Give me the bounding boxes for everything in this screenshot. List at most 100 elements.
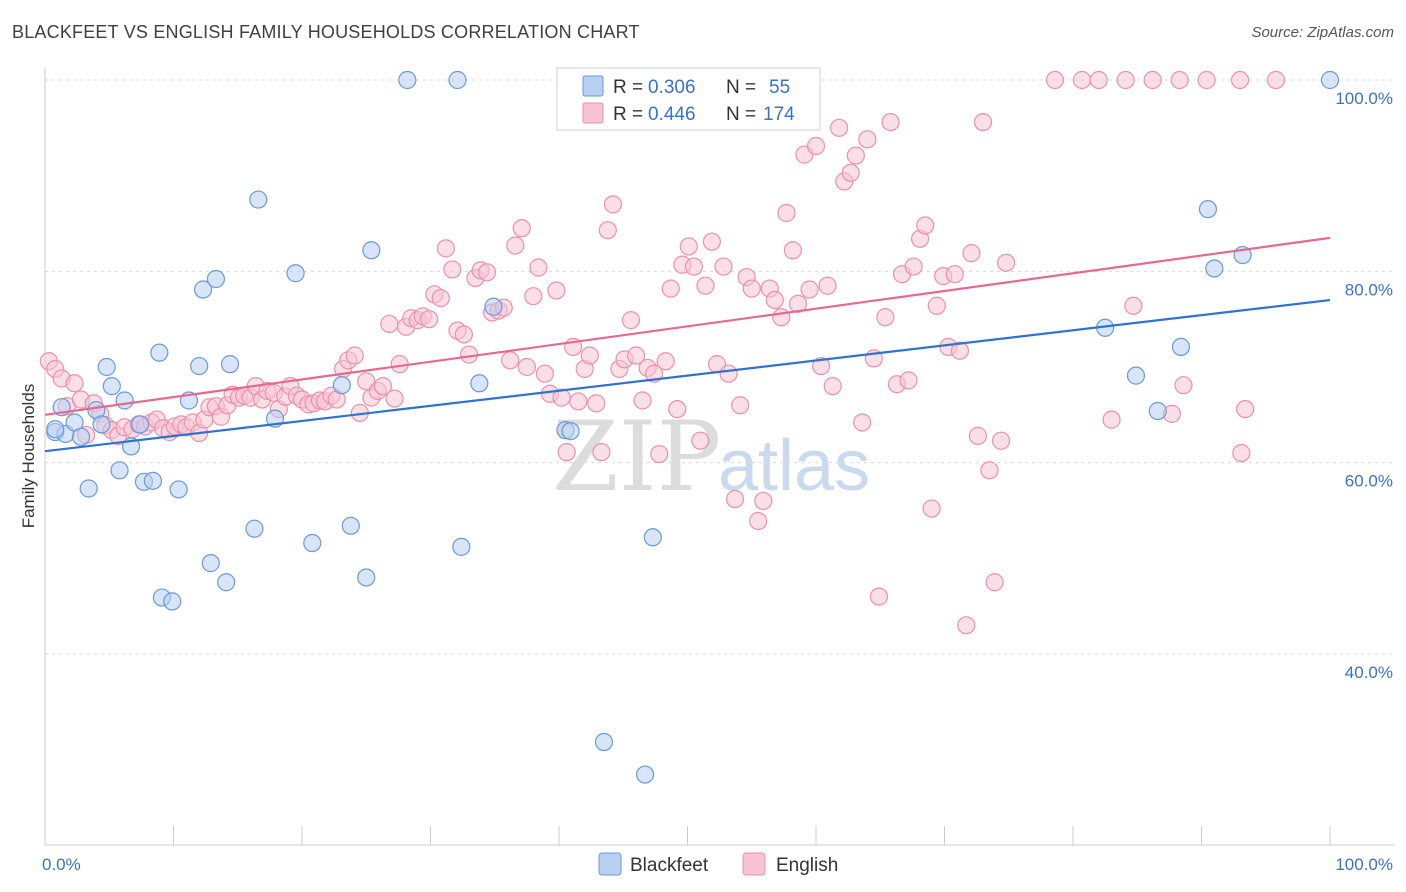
english-point [547,281,566,300]
english-point [1232,444,1251,463]
english-point [1143,70,1162,90]
english-point [742,279,761,298]
blackfeet-point [220,355,240,374]
blackfeet-point [303,533,322,553]
y-tick-label: 60.0% [1345,472,1393,491]
legend-r-value-english: 0.446 [648,104,696,125]
blackfeet-point [193,280,213,299]
blackfeet-point [130,415,150,434]
english-point [725,489,745,509]
blackfeet-point [362,241,381,260]
english-point [598,221,617,240]
english-point [420,310,439,329]
blackfeet-point [71,427,91,446]
blackfeet-point [245,519,264,538]
english-point [684,257,704,276]
blackfeet-point [79,479,98,498]
english-point [904,257,923,276]
english-point [385,389,404,408]
series-legend-label-blackfeet[interactable]: Blackfeet [630,855,709,876]
blackfeet-point [448,70,467,90]
x-tick-label-min: 0.0% [42,855,81,874]
blackfeet-point [143,471,163,490]
x-tick-label-max: 100.0% [1335,855,1393,874]
blackfeet-point [201,554,220,573]
english-point [621,311,641,330]
blackfeet-point [470,374,489,393]
english-point [754,491,773,511]
english-point [501,351,520,370]
series-legend-swatch-blackfeet[interactable] [598,852,622,876]
english-point [853,413,872,432]
english-point [749,511,768,531]
english-point [373,377,393,396]
legend-swatch-english [582,102,604,124]
english-point [783,241,802,260]
legend-r-label-blackfeet: R = [613,77,643,98]
x-tick-marks [44,826,1331,845]
english-point [1116,70,1135,90]
blackfeet-trend-line [44,298,1331,453]
english-point [772,308,791,327]
blackfeet-point [286,264,305,283]
english-point [812,356,831,376]
blackfeet-point [92,415,111,434]
english-point [587,394,606,413]
english-point [65,374,84,393]
legend-n-label-blackfeet: N = [726,77,756,98]
y-tick-label: 80.0% [1345,280,1393,299]
series-legend-swatch-english[interactable] [742,852,766,876]
english-point [823,377,842,396]
watermark-zip: ZIP [552,401,721,513]
english-point [656,352,675,371]
english-point [580,346,599,365]
english-point [777,203,796,223]
english-point [765,290,784,310]
blackfeet-point [341,516,360,535]
series-legend-label-english[interactable]: English [776,855,838,876]
english-point [1230,70,1250,90]
english-point [603,195,623,214]
english-point [991,431,1011,450]
blackfeet-point [452,537,471,556]
blackfeet-point [150,343,169,362]
english-trend-line [44,236,1331,416]
legend-swatch-blackfeet [582,75,604,97]
english-point [957,616,976,635]
blackfeet-point [110,461,129,480]
english-point [962,244,981,263]
english-point [345,346,364,365]
english-point [443,260,462,279]
trend-lines [44,236,1331,453]
english-point [788,294,808,313]
y-tick-label: 40.0% [1345,663,1393,682]
english-point [633,391,652,410]
english-point [1266,70,1286,90]
english-point [431,289,450,308]
blackfeet-point [217,573,236,592]
english-point [985,573,1004,592]
blackfeet-point [169,480,188,499]
english-point [592,443,611,462]
blackfeet-point [206,269,226,289]
english-point [714,257,733,276]
source-credit: Source: ZipAtlas.com [1251,24,1394,41]
english-point [506,236,525,255]
english-point [719,364,738,383]
english-point [668,399,687,419]
english-point [1072,70,1092,90]
english-point [968,426,988,445]
english-point [380,314,399,334]
english-point [1197,70,1216,90]
blackfeet-point [561,421,580,441]
english-point [524,287,543,306]
english-point [980,461,999,480]
english-point [1124,296,1143,315]
chart-title: BLACKFEET VS ENGLISH FAMILY HOUSEHOLDS C… [12,22,640,42]
english-point [696,276,715,295]
english-point [945,265,964,284]
english-point [477,263,497,282]
english-point [1174,376,1193,395]
y-tick-label: 100.0% [1335,89,1393,108]
